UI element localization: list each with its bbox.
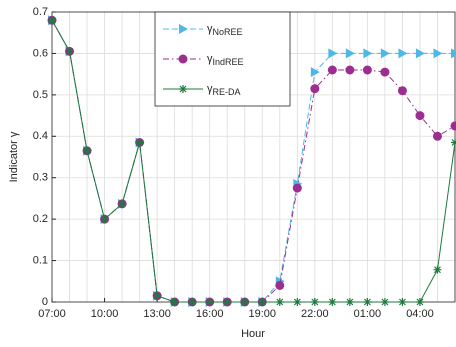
marker <box>65 47 74 56</box>
y-tick-label: 0.7 <box>33 6 48 18</box>
marker <box>83 146 92 155</box>
marker <box>310 67 320 78</box>
marker <box>327 65 337 75</box>
marker <box>398 48 408 59</box>
legend-label: γIndREE <box>207 53 244 67</box>
y-tick-label: 0.5 <box>33 89 48 101</box>
x-tick-label: 04:00 <box>406 308 434 320</box>
marker <box>100 215 109 224</box>
legend-marker <box>178 54 188 64</box>
legend-label: γNoREE <box>207 23 243 37</box>
x-tick-label: 16:00 <box>196 308 224 320</box>
marker <box>170 298 179 306</box>
y-tick-label: 0.1 <box>33 254 48 266</box>
marker <box>380 67 390 77</box>
marker <box>398 298 407 306</box>
x-tick-label: 19:00 <box>248 308 276 320</box>
marker <box>118 199 127 208</box>
marker <box>345 65 355 75</box>
marker <box>328 298 337 306</box>
marker <box>240 298 249 306</box>
marker <box>275 280 285 290</box>
marker <box>433 48 443 59</box>
x-tick-label: 10:00 <box>91 308 119 320</box>
marker <box>310 84 320 94</box>
marker <box>293 298 302 306</box>
marker <box>380 48 390 59</box>
marker <box>380 298 389 306</box>
marker <box>450 121 456 131</box>
marker <box>451 138 456 147</box>
marker <box>48 16 56 25</box>
marker <box>310 298 319 306</box>
marker <box>432 131 442 141</box>
marker <box>328 48 338 59</box>
y-tick-label: 0.2 <box>33 213 48 225</box>
marker <box>223 298 232 306</box>
marker <box>292 183 302 193</box>
x-tick-label: 01:00 <box>354 308 382 320</box>
y-axis-label: Indicator γ <box>8 131 20 182</box>
x-tick-label: 13:00 <box>143 308 171 320</box>
y-tick-label: 0.4 <box>33 130 48 142</box>
x-axis-label: Hour <box>241 328 265 340</box>
marker <box>275 298 284 306</box>
marker <box>345 298 354 306</box>
legend-label: γRE-DA <box>207 83 241 97</box>
marker <box>433 265 442 274</box>
marker <box>258 298 267 306</box>
marker <box>415 48 425 59</box>
y-tick-label: 0 <box>42 296 48 308</box>
y-tick-label: 0.3 <box>33 172 48 184</box>
marker <box>415 298 424 306</box>
x-tick-label: 07:00 <box>38 308 66 320</box>
legend-marker <box>179 85 187 93</box>
marker <box>362 65 372 75</box>
marker <box>205 298 214 306</box>
y-tick-label: 0.6 <box>33 47 48 59</box>
marker <box>135 138 144 147</box>
marker <box>363 298 372 306</box>
marker <box>451 48 456 59</box>
marker <box>188 298 197 306</box>
marker <box>363 48 373 59</box>
marker <box>415 111 425 121</box>
marker <box>397 86 407 96</box>
legend-marker <box>179 24 188 34</box>
marker <box>345 48 355 59</box>
x-tick-label: 22:00 <box>301 308 329 320</box>
marker <box>153 291 162 300</box>
